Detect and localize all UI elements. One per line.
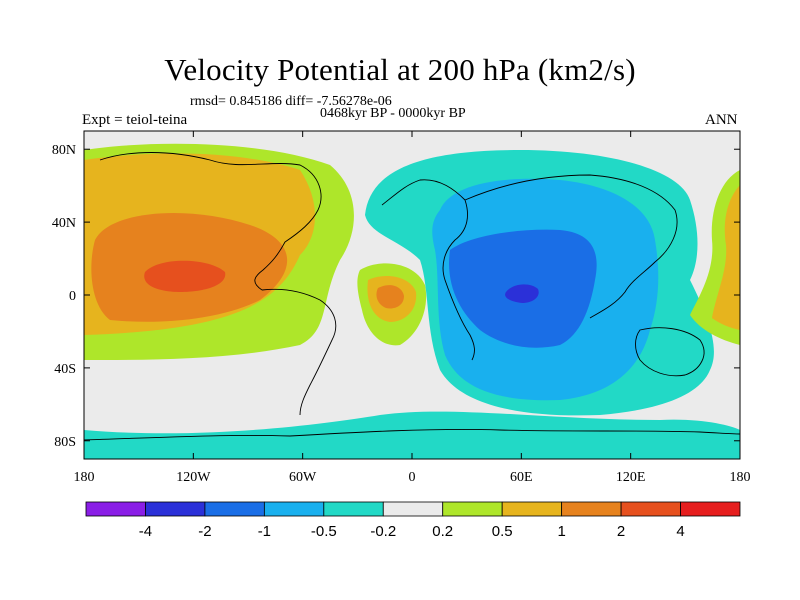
lat-tick-label: 0 — [69, 289, 76, 304]
lon-tick-label: 120E — [616, 470, 646, 485]
colorbar-label: 0.2 — [432, 523, 453, 540]
colorbar-label: 1 — [557, 523, 565, 540]
contour-pos-red — [144, 260, 226, 292]
lon-tick-label: 0 — [409, 470, 416, 485]
coastlines — [84, 152, 740, 441]
contour-east-gold — [712, 185, 740, 330]
colorbar-swatch — [382, 501, 444, 517]
lon-tick-label: 120W — [176, 470, 211, 485]
colorbar-label: 0.5 — [492, 523, 513, 540]
coast-north-america — [99, 152, 322, 291]
lon-tick-label: 60W — [289, 470, 317, 485]
colorbar-label: -1 — [258, 523, 271, 540]
colorbar-swatch — [501, 501, 563, 517]
lon-tick-label: 60E — [510, 470, 533, 485]
colorbar-swatch — [263, 501, 325, 517]
longitude-axis: 180 120W 60W 0 60E 120E 180 — [74, 131, 751, 485]
lat-tick-label: 80N — [52, 143, 76, 158]
lon-tick-label: 180 — [730, 470, 751, 485]
lat-tick-label: 40N — [52, 216, 76, 231]
lon-tick-label: 180 — [74, 470, 95, 485]
contour-fields — [84, 131, 740, 459]
colorbar-label: -0.2 — [370, 523, 396, 540]
colorbar-label: -0.5 — [311, 523, 337, 540]
colorbar-swatch — [323, 501, 384, 517]
contour-south-band — [84, 411, 740, 459]
colorbar-label: -2 — [198, 523, 211, 540]
colorbar-label: 4 — [676, 523, 684, 540]
colorbar-swatch — [620, 501, 681, 517]
lat-tick-label: 80S — [54, 435, 76, 450]
latitude-axis: 80N 40N 0 40S 80S — [52, 143, 740, 450]
colorbar-swatch — [145, 501, 206, 517]
coast-europe-africa — [381, 179, 475, 361]
season-label: ANN — [705, 112, 738, 128]
colorbar-swatch — [561, 501, 622, 517]
coast-asia — [464, 174, 678, 319]
colorbar-swatch — [204, 501, 265, 517]
colorbar-swatch — [680, 501, 741, 517]
colorbar-label: -4 — [139, 523, 152, 540]
colorbar-swatch — [442, 501, 503, 517]
lat-tick-label: 40S — [54, 362, 76, 377]
colorbar: -4 -2 -1 -0.5 -0.2 0.2 0.5 1 2 4 — [85, 501, 741, 540]
coast-antarctica — [84, 429, 740, 441]
colorbar-swatch — [85, 501, 146, 517]
coast-south-america — [261, 288, 337, 416]
coast-australia — [635, 327, 705, 377]
contour-neg-darkblue — [505, 284, 539, 303]
period-label: 0468kyr BP - 0000kyr BP — [320, 106, 466, 121]
rmsd-stats: rmsd= 0.845186 diff= -7.56278e-06 — [190, 94, 392, 109]
plot-title: Velocity Potential at 200 hPa (km2/s) — [164, 52, 636, 87]
experiment-label: Expt = teiol-teina — [82, 112, 188, 128]
contour-atlantic-orange — [376, 285, 404, 309]
colorbar-label: 2 — [617, 523, 625, 540]
